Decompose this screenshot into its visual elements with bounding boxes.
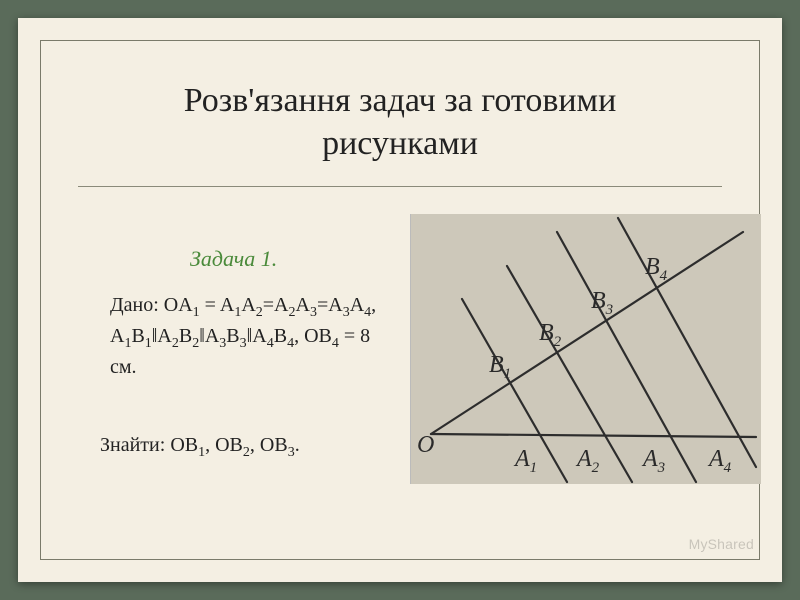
t: B	[179, 325, 192, 347]
geometry-figure: OA1A2A3A4B1B2B3B4	[410, 214, 761, 484]
given-text: Дано: OA1 = A1A2=A2A3=A3A4, A1B1 ǁ A2B2 …	[110, 290, 390, 383]
t: =	[200, 294, 220, 316]
t: =	[263, 294, 274, 316]
t: 2	[172, 336, 179, 351]
t: B	[131, 325, 144, 347]
t: A	[274, 294, 288, 316]
t: 3	[240, 336, 247, 351]
t: OB	[260, 434, 288, 456]
t: ,	[250, 434, 260, 456]
slide-title: Розв'язання задач за готовими рисунками	[18, 80, 782, 165]
t: 4	[287, 336, 294, 351]
t: ,	[205, 434, 215, 456]
t: A	[110, 325, 124, 347]
t: A	[205, 325, 219, 347]
svg-text:O: O	[417, 432, 434, 458]
t: A	[241, 294, 255, 316]
t: 2	[256, 305, 263, 320]
t: B	[226, 325, 239, 347]
find-label: Знайти:	[100, 434, 170, 456]
t: A	[220, 294, 234, 316]
t: A	[350, 294, 364, 316]
find-text: Знайти: OB1, OB2, OB3.	[100, 434, 400, 457]
t: OB	[170, 434, 198, 456]
t: =	[317, 294, 328, 316]
t: 1	[145, 336, 152, 351]
figure-svg: OA1A2A3A4B1B2B3B4	[411, 214, 761, 484]
t: OB	[304, 325, 332, 347]
t: .	[295, 434, 300, 456]
given-label: Дано:	[110, 294, 164, 316]
slide-card: Розв'язання задач за готовими рисунками …	[18, 18, 782, 582]
t: ,	[294, 325, 304, 347]
title-line-2: рисунками	[322, 125, 478, 162]
t: 3	[288, 445, 295, 460]
t: 3	[310, 305, 317, 320]
t: B	[274, 325, 287, 347]
t: 3	[343, 305, 350, 320]
t: A	[296, 294, 310, 316]
t: 2	[192, 336, 199, 351]
title-underline	[78, 186, 722, 187]
t: 4	[267, 336, 274, 351]
t: 1	[193, 305, 200, 320]
t: A	[157, 325, 171, 347]
t: ,	[371, 294, 376, 316]
t: A	[328, 294, 342, 316]
t: OB	[215, 434, 243, 456]
problem-number: Задача 1.	[190, 246, 277, 272]
t: OA	[164, 294, 193, 316]
t: A	[252, 325, 266, 347]
t: 2	[243, 445, 250, 460]
title-line-1: Розв'язання задач за готовими	[184, 82, 617, 119]
t: 2	[289, 305, 296, 320]
t: 4	[332, 336, 339, 351]
watermark: MyShared	[689, 536, 754, 552]
